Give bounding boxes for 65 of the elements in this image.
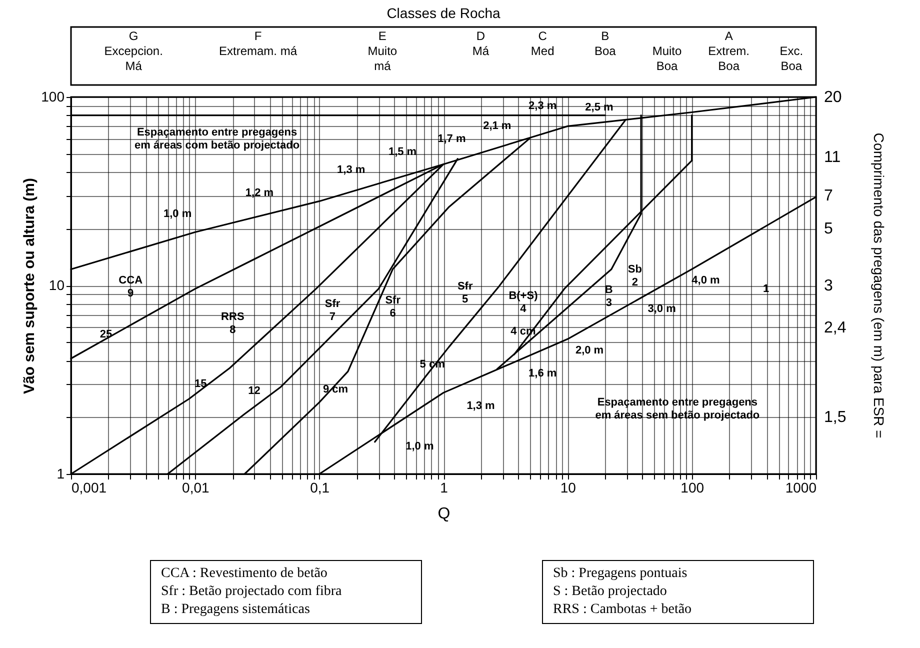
annotation: 3,0 m — [648, 302, 676, 315]
annotation: 1,3 m — [466, 400, 496, 412]
text: G Excepcion. Má — [104, 29, 163, 73]
y-tick-label: 1 — [56, 466, 65, 482]
annotation: Sfr 5 — [457, 280, 474, 306]
text: Exc. Boa — [780, 44, 804, 73]
text: 11 — [824, 148, 841, 166]
annotation: 1,6 m — [528, 368, 557, 380]
annotation: B(+S) 4 — [508, 290, 538, 316]
annotation: 12 — [248, 385, 260, 398]
y2-axis-title: Comprimento das pregagens (em m) para ESR = — [871, 132, 887, 438]
annotation: 1 — [763, 282, 770, 295]
chart-title: Classes de Rocha — [386, 5, 501, 21]
text: S : Betão projectado — [553, 583, 668, 601]
annotation: 1,3 m — [337, 164, 366, 176]
annotation: 1,7 m — [438, 132, 466, 145]
text: C Med — [530, 29, 554, 58]
annotation: Sfr 7 — [324, 298, 341, 323]
text: Muito Boa — [652, 44, 682, 73]
text: F Extremam. má — [218, 29, 298, 58]
y-tick-label: 100 — [41, 88, 65, 104]
annotation: B 3 — [604, 284, 613, 310]
annotation: 9 cm — [322, 384, 348, 396]
annotation: 1,0 m — [163, 208, 192, 220]
text: Extrem. Boa — [708, 44, 750, 73]
text: RRS : Cambotas + betão — [553, 601, 693, 619]
text: E Muito má — [368, 29, 398, 73]
text: Sfr : Betão projectado com fibra — [161, 583, 343, 601]
annotation: 2,3 m — [528, 100, 557, 112]
annotation: 15 — [194, 378, 207, 390]
annotation: CCA 9 — [118, 274, 143, 300]
annotation: 1,0 m — [406, 440, 434, 452]
text: B : Pregagens sistemáticas — [161, 601, 311, 619]
text: D Má — [472, 29, 490, 58]
text: 20 — [824, 89, 842, 106]
annotation: 2,0 m — [575, 344, 604, 357]
text: 1,5 — [824, 409, 846, 426]
text: B Boa — [594, 29, 616, 58]
annotation: RRS 8 — [221, 311, 244, 336]
text: 5 — [824, 220, 833, 238]
annotation: Espaçamento entre pregagens em áreas com betão projectado — [134, 126, 300, 152]
x-tick-label: 10 — [560, 480, 576, 496]
y-axis-title: Vão sem suporte ou altura (m) — [21, 178, 38, 394]
text: A — [724, 29, 733, 43]
y-tick-label: 10 — [48, 277, 65, 293]
annotation: 1,2 m — [245, 186, 274, 199]
x-tick-label: 1000 — [785, 480, 817, 496]
annotation: 4,0 m — [692, 274, 720, 287]
x-tick-label: 0,01 — [182, 480, 210, 496]
text: 2,4 — [824, 319, 846, 336]
annotation: Espaçamento entre pregagens em áreas sem betão projectado — [595, 396, 760, 422]
annotation: 1,5 m — [388, 146, 417, 158]
annotation: 2,5 m — [585, 102, 614, 114]
text: 3 — [824, 278, 833, 294]
x-tick-label: 0,1 — [310, 480, 330, 496]
annotation: Sfr 6 — [385, 294, 402, 320]
text: 7 — [824, 187, 833, 204]
x-tick-label: 0,001 — [72, 480, 107, 496]
annotation: 2,1 m — [483, 120, 512, 132]
text: CCA : Revestimento de betão — [161, 565, 328, 583]
annotation: Sb 2 — [628, 263, 642, 288]
x-axis-title: Q — [438, 506, 450, 522]
text: Sb : Pregagens pontuais — [553, 565, 688, 583]
x-tick-label: 1 — [440, 480, 448, 496]
x-tick-label: 100 — [680, 480, 704, 496]
